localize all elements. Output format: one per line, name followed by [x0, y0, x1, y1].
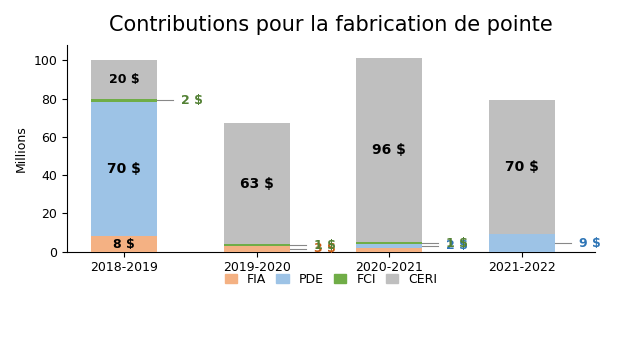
Text: 2 $: 2 $: [446, 239, 468, 253]
Text: 1 $: 1 $: [313, 238, 336, 252]
Text: 70 $: 70 $: [107, 162, 141, 176]
Bar: [356, 242, 423, 244]
Text: 8 $: 8 $: [114, 238, 135, 251]
Bar: [223, 244, 290, 246]
Bar: [356, 58, 423, 242]
Text: 20 $: 20 $: [109, 73, 139, 86]
Text: 63 $: 63 $: [240, 177, 274, 191]
Y-axis label: Millions: Millions: [15, 125, 28, 172]
Legend: FIA, PDE, FCI, CERI: FIA, PDE, FCI, CERI: [220, 268, 442, 291]
Bar: [91, 102, 157, 236]
Title: Contributions pour la fabrication de pointe: Contributions pour la fabrication de poi…: [109, 15, 553, 35]
Text: 3 $: 3 $: [313, 242, 336, 255]
Bar: [356, 248, 423, 252]
Bar: [223, 124, 290, 244]
Text: 1 $: 1 $: [446, 237, 468, 249]
Bar: [91, 99, 157, 102]
Bar: [356, 244, 423, 248]
Bar: [91, 236, 157, 252]
Text: 9 $: 9 $: [579, 237, 600, 249]
Bar: [489, 235, 555, 252]
Bar: [91, 60, 157, 99]
Text: 70 $: 70 $: [505, 160, 539, 175]
Bar: [489, 100, 555, 235]
Text: 2 $: 2 $: [181, 94, 203, 107]
Text: 96 $: 96 $: [372, 143, 406, 157]
Bar: [223, 246, 290, 252]
